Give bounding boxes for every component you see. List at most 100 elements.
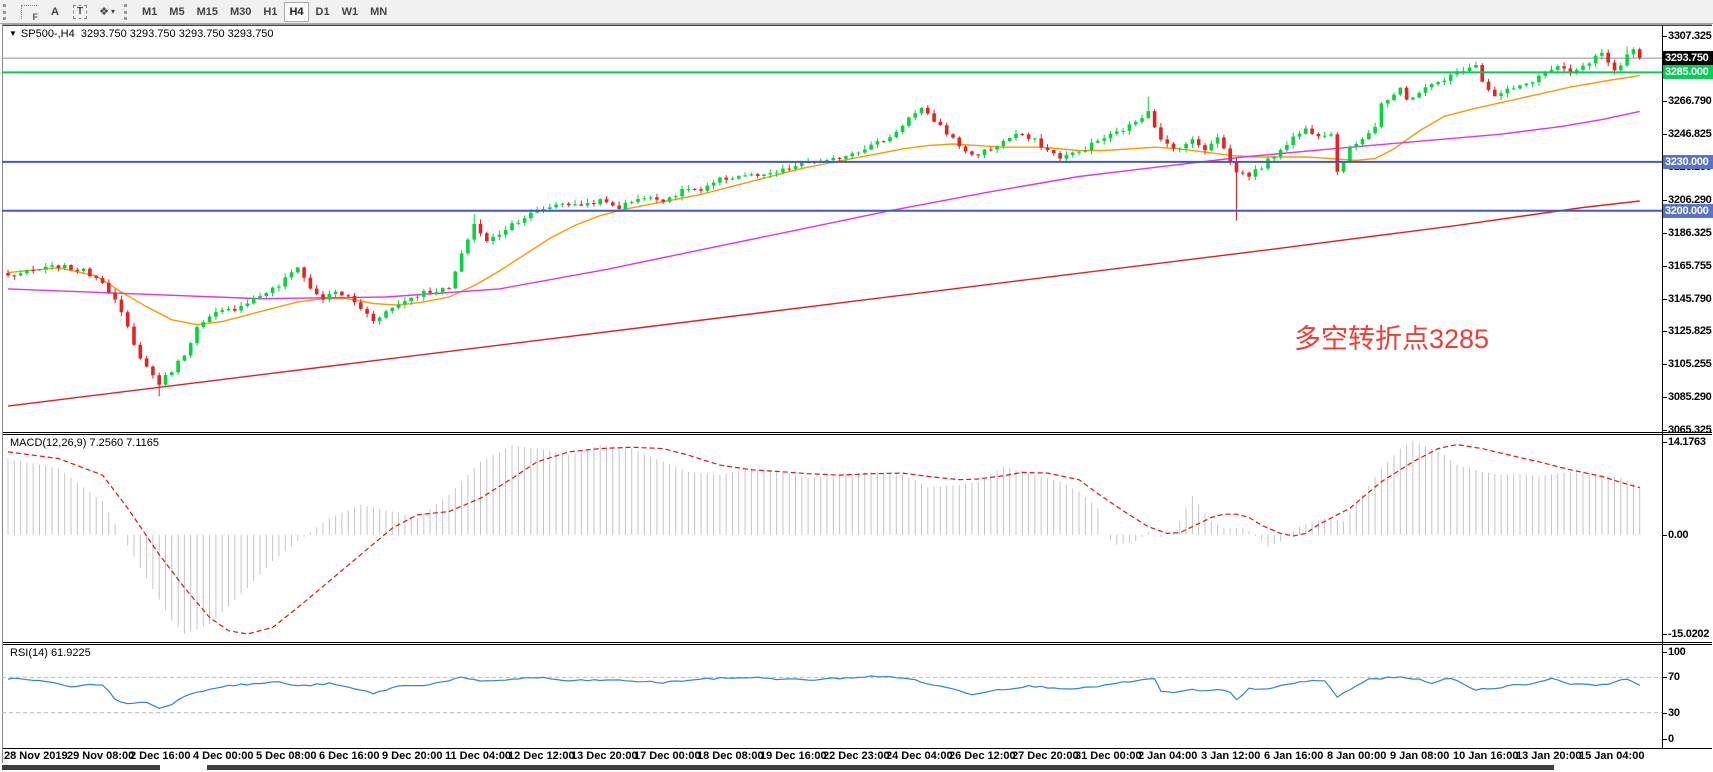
candle-body [289, 272, 294, 278]
scrollbar-thumb[interactable] [2, 765, 160, 770]
text-box-tool-button[interactable]: T [68, 2, 92, 22]
candle-body [1530, 82, 1535, 84]
candle-body [566, 203, 571, 206]
candle-body [12, 275, 17, 277]
timeframe-m1-button[interactable]: M1 [142, 5, 158, 18]
candle-body [560, 203, 565, 205]
candle-body [314, 288, 319, 295]
time-tick-label: 31 Dec 00:00 [1075, 750, 1142, 762]
candle-body [1411, 97, 1415, 100]
candle-body [321, 294, 325, 300]
candle-body [100, 278, 105, 283]
candle-body [138, 344, 143, 359]
candle-body [62, 265, 67, 268]
candle-body [371, 313, 376, 321]
candle-body [170, 372, 174, 376]
macd-panel[interactable] [7, 440, 1641, 635]
timeframe-d1-button[interactable]: D1 [315, 5, 330, 18]
timeframe-h4-button[interactable]: H4 [284, 1, 309, 22]
candle-body [1171, 143, 1176, 149]
candle-body [207, 316, 212, 322]
candle-body [611, 202, 615, 206]
candle-body [774, 172, 779, 174]
candle-body [1304, 128, 1308, 134]
candle-body [680, 189, 684, 197]
timeframe-mn-button[interactable]: MN [370, 5, 388, 18]
candle-body [730, 178, 735, 180]
candle-body [1367, 133, 1371, 140]
toolbar-drag-handle[interactable] [3, 3, 10, 20]
candle-body [844, 156, 848, 159]
candle-body [1568, 68, 1573, 74]
toolbar-drag-handle[interactable] [124, 3, 131, 20]
price-panel[interactable] [2, 46, 1662, 407]
candle-body [636, 199, 640, 202]
candle-body [1398, 87, 1403, 95]
candle-body [157, 375, 161, 385]
candle-body [598, 199, 602, 205]
time-tick-label: 8 Jan 00:00 [1327, 750, 1387, 762]
candle-body [195, 327, 199, 344]
timeframe-w1-button[interactable]: W1 [341, 5, 359, 18]
candle-body [69, 265, 73, 270]
candle-body [296, 267, 300, 273]
time-tick-label: 5 Dec 08:00 [256, 750, 317, 762]
candle-body [151, 366, 155, 376]
candle-body [56, 265, 61, 268]
timeframe-m15-button[interactable]: M15 [196, 5, 218, 18]
price-tick-label: 3145.790 [1663, 293, 1713, 305]
candle-body [44, 266, 48, 270]
candle-body [907, 117, 911, 126]
candle-body [1102, 138, 1106, 141]
candle-body [220, 310, 224, 312]
shapes-tool-button[interactable]: ❖ ▾ [94, 2, 120, 22]
rsi-panel[interactable] [2, 675, 1662, 714]
candle-body [970, 151, 974, 155]
candle-body [718, 177, 722, 183]
candle-body [1178, 148, 1182, 150]
candle-body [1600, 52, 1604, 56]
candle-body [1045, 147, 1050, 151]
candle-body [1007, 138, 1012, 141]
macd-signal-line [7, 443, 1640, 635]
candle-body [592, 203, 596, 205]
price-level-badge: 3230.000 [1663, 155, 1713, 169]
candle-body [692, 189, 697, 190]
toolbar: F A T ❖ ▾ M1 M5 M15 M30 H1 H4 D1 W1 MN [0, 0, 1713, 24]
rsi-tick-label: 100 [1663, 646, 1713, 658]
candle-body [1581, 65, 1585, 70]
time-tick-label: 24 Dec 04:00 [886, 750, 953, 762]
candle-body [648, 197, 653, 199]
rsi-tick-label: 30 [1663, 707, 1713, 719]
time-tick-label: 2 Dec 16:00 [130, 750, 191, 762]
candle-body [976, 154, 980, 156]
text-label-tool-button[interactable]: A [44, 2, 66, 22]
profile-f-tool-button[interactable]: F [16, 2, 42, 22]
scrollbar-thumb[interactable] [207, 765, 1554, 770]
candle-body [850, 153, 854, 157]
time-tick-label: 4 Dec 00:00 [193, 750, 254, 762]
time-tick-label: 26 Dec 12:00 [949, 750, 1016, 762]
time-tick-label: 10 Jan 16:00 [1453, 750, 1519, 762]
timeframe-m30-button[interactable]: M30 [229, 5, 252, 18]
candle-body [529, 212, 533, 219]
chevron-down-icon[interactable]: ▾ [110, 7, 115, 16]
candle-body [1480, 65, 1484, 82]
candle-body [352, 296, 357, 303]
candle-body [1360, 139, 1365, 145]
rsi-tick-label: 70 [1663, 671, 1713, 683]
candle-body [1329, 134, 1333, 136]
candle-body [951, 134, 955, 138]
candle-body [705, 185, 710, 191]
candle-body [1499, 93, 1503, 97]
timeframe-h1-button[interactable]: H1 [263, 5, 278, 18]
candle-body [629, 201, 634, 203]
candle-body [277, 286, 281, 288]
chevron-down-icon[interactable]: ▼ [9, 29, 17, 38]
candle-body [1316, 133, 1321, 137]
candle-body [163, 375, 168, 385]
candle-body [749, 174, 754, 176]
timeframe-m5-button[interactable]: M5 [169, 5, 185, 18]
candle-body [31, 270, 35, 271]
